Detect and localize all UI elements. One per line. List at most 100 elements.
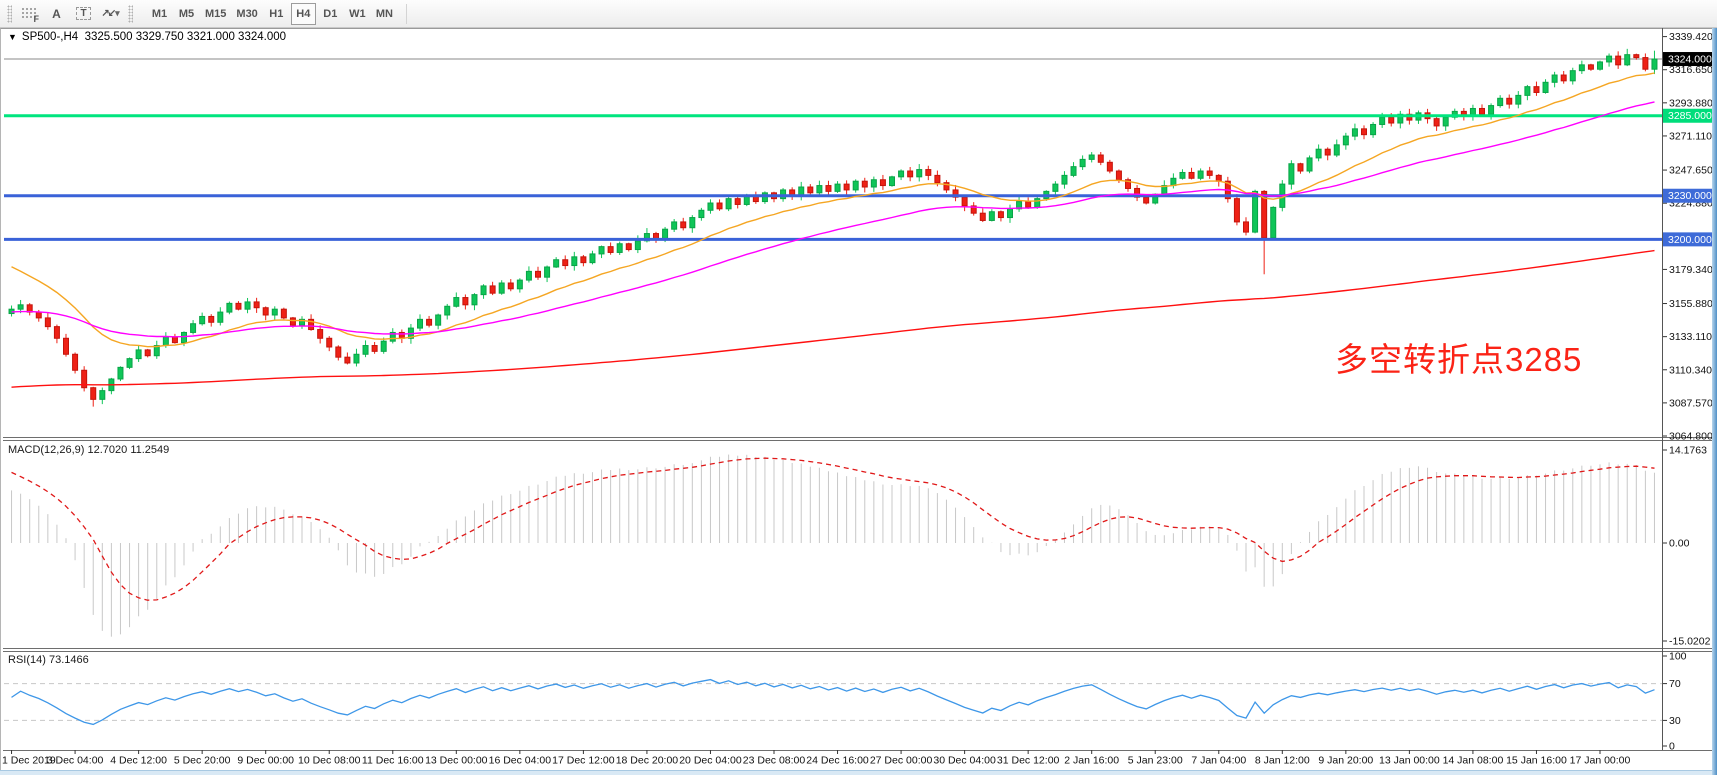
time-tick-label: 16 Dec 04:00 bbox=[489, 755, 552, 767]
candle bbox=[81, 369, 88, 389]
text-label-tool-button[interactable]: T bbox=[70, 2, 97, 26]
candle bbox=[662, 228, 669, 240]
rsi-levels bbox=[4, 683, 1662, 721]
candle bbox=[262, 307, 269, 316]
candle bbox=[1007, 208, 1013, 219]
candle bbox=[162, 336, 169, 347]
candle bbox=[680, 221, 687, 229]
toolbar-grip[interactable] bbox=[7, 4, 12, 23]
ohlc-readout: 3325.500 3329.750 3321.000 3324.000 bbox=[84, 31, 287, 43]
candle bbox=[1179, 171, 1186, 179]
timeframe-button-w1[interactable]: W1 bbox=[349, 7, 366, 20]
candle bbox=[1206, 170, 1213, 176]
time-tick-label: 11 Dec 16:00 bbox=[362, 755, 424, 767]
price-scale[interactable]: 3339.420 3316.650 3293.880 3271.110 3247.650… bbox=[1663, 31, 1714, 443]
toolbar-separator bbox=[405, 3, 407, 24]
candle bbox=[707, 202, 714, 211]
candle bbox=[1351, 128, 1358, 137]
timeframe-button-d1[interactable]: D1 bbox=[323, 7, 338, 20]
candle bbox=[1587, 64, 1594, 70]
candle bbox=[235, 302, 242, 310]
candle bbox=[1306, 157, 1313, 172]
moving-averages bbox=[11, 72, 1655, 388]
candle bbox=[689, 217, 696, 229]
candle bbox=[1143, 196, 1150, 204]
candle bbox=[997, 211, 1004, 219]
candle bbox=[843, 183, 850, 191]
timeframe-button-mn[interactable]: MN bbox=[375, 7, 393, 20]
timeframe-button-m30[interactable]: M30 bbox=[236, 7, 258, 20]
toolbar-grip[interactable] bbox=[128, 4, 133, 23]
candle bbox=[1606, 55, 1613, 63]
candle bbox=[698, 209, 705, 219]
toolbar: F A T ↗↙ ▾ M1 M5 M15 M30 H1 H4 D1 W1 MN bbox=[0, 0, 1717, 28]
candle bbox=[326, 337, 333, 348]
candle bbox=[1597, 61, 1603, 70]
candle bbox=[671, 221, 678, 230]
time-tick-label: 27 Dec 00:00 bbox=[870, 755, 933, 767]
candle bbox=[807, 186, 814, 194]
candle bbox=[335, 346, 342, 358]
candle bbox=[825, 185, 832, 192]
timeframe-button-m5[interactable]: M5 bbox=[178, 7, 195, 20]
price-badge-3230.000 bbox=[1663, 188, 1714, 203]
candle bbox=[90, 387, 97, 400]
candle bbox=[1115, 170, 1122, 181]
candle bbox=[453, 297, 460, 307]
horizontal-lines[interactable] bbox=[4, 114, 1662, 241]
candle bbox=[1125, 179, 1131, 189]
candle bbox=[1333, 144, 1340, 156]
time-tick-label: 30 Dec 04:00 bbox=[933, 755, 996, 767]
candle bbox=[1542, 81, 1549, 93]
timeframe-button-h4[interactable]: H4 bbox=[290, 2, 316, 25]
macd-main-value: 12.7020 bbox=[87, 444, 128, 456]
chart-title-bar[interactable]: ▼ SP500-,H4 3325.500 3329.750 3321.000 33… bbox=[8, 31, 286, 43]
price-tick-label: 3247.650 bbox=[1669, 165, 1713, 177]
candle bbox=[1379, 116, 1386, 125]
candle bbox=[1297, 163, 1304, 172]
candle bbox=[1233, 198, 1240, 223]
arrow-tool-dropdown-icon[interactable]: ▾ bbox=[115, 8, 120, 18]
time-tick-label: 31 Dec 12:00 bbox=[997, 755, 1060, 767]
candle bbox=[1615, 55, 1622, 66]
candle bbox=[516, 279, 523, 290]
candle bbox=[244, 301, 251, 310]
symbol-dropdown-icon[interactable]: ▼ bbox=[8, 32, 17, 42]
rsi-line bbox=[11, 678, 1655, 726]
candle bbox=[190, 323, 197, 333]
candle bbox=[607, 246, 614, 253]
candle bbox=[725, 198, 732, 210]
ma-line-fast bbox=[11, 72, 1655, 348]
price-tick-label: 3316.650 bbox=[1669, 64, 1713, 76]
macd-scale-label: -15.0202 bbox=[1669, 636, 1711, 648]
candle bbox=[1569, 70, 1576, 82]
candle bbox=[1106, 161, 1113, 172]
candle bbox=[861, 180, 868, 188]
candle bbox=[979, 212, 986, 221]
candle bbox=[1034, 198, 1041, 208]
candle bbox=[308, 318, 315, 331]
macd-histogram bbox=[11, 454, 1655, 637]
candle bbox=[625, 243, 632, 251]
timeframe-button-h1[interactable]: H1 bbox=[269, 7, 284, 20]
candle bbox=[1442, 116, 1449, 127]
timeframe-button-m1[interactable]: M1 bbox=[151, 7, 168, 20]
arrow-objects-tool-button[interactable]: ↗↙ ▾ bbox=[97, 2, 124, 26]
price-badge-label: 3285.000 bbox=[1668, 110, 1712, 122]
price-tick-label: 3064.800 bbox=[1669, 431, 1713, 443]
candle bbox=[1088, 154, 1095, 160]
rsi-indicator-label: RSI(14) 73.1466 bbox=[8, 654, 89, 666]
fibonacci-tool-button[interactable]: F bbox=[16, 2, 43, 26]
candle bbox=[299, 318, 305, 326]
candle bbox=[1433, 118, 1440, 127]
candle bbox=[879, 179, 886, 187]
candle bbox=[471, 294, 478, 306]
text-tool-button[interactable]: A bbox=[43, 2, 70, 26]
chart-window bbox=[0, 28, 1712, 770]
annotation-text-object[interactable]: 多空转折点3285 bbox=[1335, 341, 1583, 378]
text-tool-icon: A bbox=[52, 6, 61, 21]
timeframe-button-m15[interactable]: M15 bbox=[205, 7, 227, 20]
candle bbox=[217, 311, 224, 323]
